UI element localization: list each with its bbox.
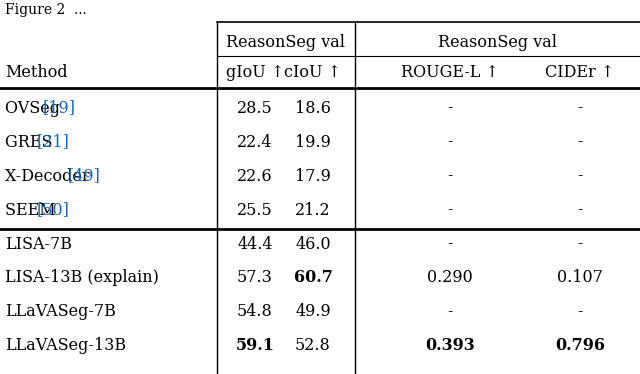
Text: 28.5: 28.5: [237, 99, 273, 116]
Text: GRES: GRES: [5, 134, 58, 150]
Text: LLaVASeg-13B: LLaVASeg-13B: [5, 337, 126, 355]
Text: 0.393: 0.393: [425, 337, 475, 355]
Text: -: -: [577, 236, 583, 252]
Text: -: -: [447, 202, 452, 218]
Text: 52.8: 52.8: [295, 337, 331, 355]
Text: 0.290: 0.290: [427, 270, 473, 286]
Text: 0.107: 0.107: [557, 270, 603, 286]
Text: 19.9: 19.9: [295, 134, 331, 150]
Text: 54.8: 54.8: [237, 303, 273, 321]
Text: ReasonSeg val: ReasonSeg val: [227, 34, 346, 50]
Text: LLaVASeg-7B: LLaVASeg-7B: [5, 303, 116, 321]
Text: 49.9: 49.9: [295, 303, 331, 321]
Text: [21]: [21]: [36, 134, 69, 150]
Text: -: -: [577, 168, 583, 184]
Text: -: -: [577, 202, 583, 218]
Text: 22.6: 22.6: [237, 168, 273, 184]
Text: -: -: [577, 134, 583, 150]
Text: 57.3: 57.3: [237, 270, 273, 286]
Text: 18.6: 18.6: [295, 99, 331, 116]
Text: ReasonSeg val: ReasonSeg val: [438, 34, 557, 50]
Text: gIoU ↑: gIoU ↑: [226, 64, 284, 80]
Text: [50]: [50]: [36, 202, 69, 218]
Text: 21.2: 21.2: [295, 202, 331, 218]
Text: 60.7: 60.7: [294, 270, 332, 286]
Text: -: -: [447, 99, 452, 116]
Text: 17.9: 17.9: [295, 168, 331, 184]
Text: 22.4: 22.4: [237, 134, 273, 150]
Text: -: -: [577, 99, 583, 116]
Text: OVSeg: OVSeg: [5, 99, 65, 116]
Text: Method: Method: [5, 64, 68, 80]
Text: 25.5: 25.5: [237, 202, 273, 218]
Text: CIDEr ↑: CIDEr ↑: [545, 64, 614, 80]
Text: X-Decoder: X-Decoder: [5, 168, 95, 184]
Text: LISA-13B (explain): LISA-13B (explain): [5, 270, 159, 286]
Text: [19]: [19]: [43, 99, 76, 116]
Text: 0.796: 0.796: [555, 337, 605, 355]
Text: ROUGE-L ↑: ROUGE-L ↑: [401, 64, 499, 80]
Text: Figure 2  ...: Figure 2 ...: [5, 3, 87, 17]
Text: 59.1: 59.1: [236, 337, 275, 355]
Text: -: -: [447, 236, 452, 252]
Text: cIoU ↑: cIoU ↑: [285, 64, 342, 80]
Text: [49]: [49]: [68, 168, 101, 184]
Text: 44.4: 44.4: [237, 236, 273, 252]
Text: 46.0: 46.0: [295, 236, 331, 252]
Text: -: -: [447, 134, 452, 150]
Text: SEEM: SEEM: [5, 202, 61, 218]
Text: -: -: [447, 303, 452, 321]
Text: -: -: [577, 303, 583, 321]
Text: -: -: [447, 168, 452, 184]
Text: LISA-7B: LISA-7B: [5, 236, 72, 252]
